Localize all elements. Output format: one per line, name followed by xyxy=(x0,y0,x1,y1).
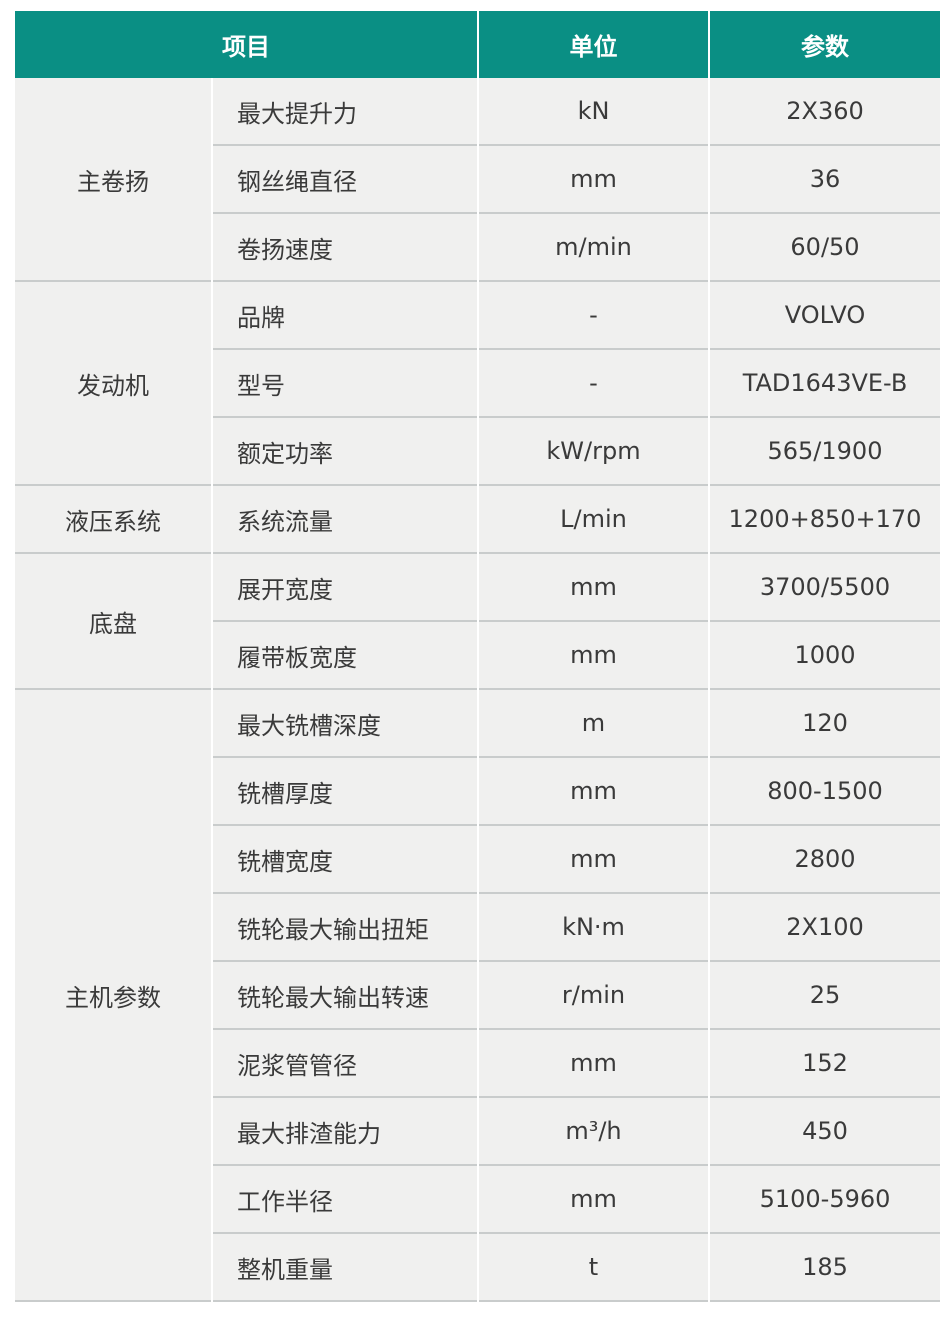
item-name: 品牌 xyxy=(213,282,477,350)
table-row: 主机参数 最大铣槽深度 m 120 xyxy=(15,690,940,1302)
item-name: 铣轮最大输出转速 xyxy=(213,962,477,1030)
item-name: 最大排渣能力 xyxy=(213,1098,477,1166)
item-unit: mm xyxy=(479,758,708,826)
item-unit: kN·m xyxy=(479,894,708,962)
item-name: 铣槽厚度 xyxy=(213,758,477,826)
header-row: 项目 单位 参数 xyxy=(15,11,940,78)
table-row: 主卷扬 最大提升力 kN 2X360 xyxy=(15,78,940,282)
item-unit: m³/h xyxy=(479,1098,708,1166)
item-unit: mm xyxy=(479,622,708,690)
group-name: 主机参数 xyxy=(15,690,211,1302)
item-value: 1200+850+170 xyxy=(710,486,940,554)
header-value: 参数 xyxy=(710,11,940,78)
item-name: 额定功率 xyxy=(213,418,477,486)
item-unit: m/min xyxy=(479,214,708,282)
item-value: 565/1900 xyxy=(710,418,940,486)
item-value: 1000 xyxy=(710,622,940,690)
item-value: 25 xyxy=(710,962,940,1030)
item-name: 铣槽宽度 xyxy=(213,826,477,894)
table-row: 液压系统 系统流量 L/min 1200+850+170 xyxy=(15,486,940,554)
item-unit: mm xyxy=(479,826,708,894)
item-value: 152 xyxy=(710,1030,940,1098)
item-unit: mm xyxy=(479,146,708,214)
item-name: 系统流量 xyxy=(213,486,477,554)
item-value: VOLVO xyxy=(710,282,940,350)
item-name: 工作半径 xyxy=(213,1166,477,1234)
item-name: 展开宽度 xyxy=(213,554,477,622)
item-value: 3700/5500 xyxy=(710,554,940,622)
item-value: 120 xyxy=(710,690,940,758)
group-name: 底盘 xyxy=(15,554,211,690)
item-value: 800-1500 xyxy=(710,758,940,826)
item-unit: - xyxy=(479,350,708,418)
header-item: 项目 xyxy=(15,11,477,78)
item-value: 2800 xyxy=(710,826,940,894)
item-value: 60/50 xyxy=(710,214,940,282)
header-unit: 单位 xyxy=(479,11,708,78)
table-row: 铣轮最大输出转速 r/min 25 xyxy=(15,962,940,1030)
item-name: 铣轮最大输出扭矩 xyxy=(213,894,477,962)
spec-table: 项目 单位 参数 主卷扬 最大提升力 kN 2X360 钢丝绳直径 mm 36 卷扬速度 m/m… xyxy=(13,11,942,1302)
spec-table-body: 主卷扬 最大提升力 kN 2X360 钢丝绳直径 mm 36 卷扬速度 m/min 60/50 发动… xyxy=(15,78,940,1302)
item-value: 2X100 xyxy=(710,894,940,962)
item-unit: mm xyxy=(479,554,708,622)
item-unit: r/min xyxy=(479,962,708,1030)
table-row: 最大排渣能力 m³/h 450 xyxy=(15,1098,940,1166)
item-name: 整机重量 xyxy=(213,1234,477,1302)
table-row: 铣轮最大输出扭矩 kN·m 2X100 xyxy=(15,894,940,962)
item-unit: L/min xyxy=(479,486,708,554)
item-value: 36 xyxy=(710,146,940,214)
item-unit: kN xyxy=(479,78,708,146)
item-unit: kW/rpm xyxy=(479,418,708,486)
item-name: 履带板宽度 xyxy=(213,622,477,690)
table-row: 泥浆管管径 mm 152 xyxy=(15,1030,940,1098)
table-row: 履带板宽度 mm 1000 xyxy=(15,622,940,690)
item-name: 型号 xyxy=(213,350,477,418)
item-name: 泥浆管管径 xyxy=(213,1030,477,1098)
item-unit: t xyxy=(479,1234,708,1302)
item-unit: mm xyxy=(479,1166,708,1234)
item-value: 5100-5960 xyxy=(710,1166,940,1234)
table-row: 铣槽厚度 mm 800-1500 xyxy=(15,758,940,826)
item-unit: m xyxy=(479,690,708,758)
item-unit: - xyxy=(479,282,708,350)
item-unit: mm xyxy=(479,1030,708,1098)
table-row: 钢丝绳直径 mm 36 xyxy=(15,146,940,214)
table-row: 整机重量 t 185 xyxy=(15,1234,940,1302)
table-row: 卷扬速度 m/min 60/50 xyxy=(15,214,940,282)
table-row: 底盘 展开宽度 mm 3700/5500 xyxy=(15,554,940,690)
item-name: 卷扬速度 xyxy=(213,214,477,282)
group-name: 发动机 xyxy=(15,282,211,486)
table-row: 额定功率 kW/rpm 565/1900 xyxy=(15,418,940,486)
item-value: 450 xyxy=(710,1098,940,1166)
item-value: TAD1643VE-B xyxy=(710,350,940,418)
table-row: 型号 - TAD1643VE-B xyxy=(15,350,940,418)
item-name: 钢丝绳直径 xyxy=(213,146,477,214)
table-row: 铣槽宽度 mm 2800 xyxy=(15,826,940,894)
table-row: 工作半径 mm 5100-5960 xyxy=(15,1166,940,1234)
item-name: 最大提升力 xyxy=(213,78,477,146)
item-value: 2X360 xyxy=(710,78,940,146)
item-value: 185 xyxy=(710,1234,940,1302)
group-name: 液压系统 xyxy=(15,486,211,554)
group-name: 主卷扬 xyxy=(15,78,211,282)
item-name: 最大铣槽深度 xyxy=(213,690,477,758)
table-row: 发动机 品牌 - VOLVO xyxy=(15,282,940,486)
